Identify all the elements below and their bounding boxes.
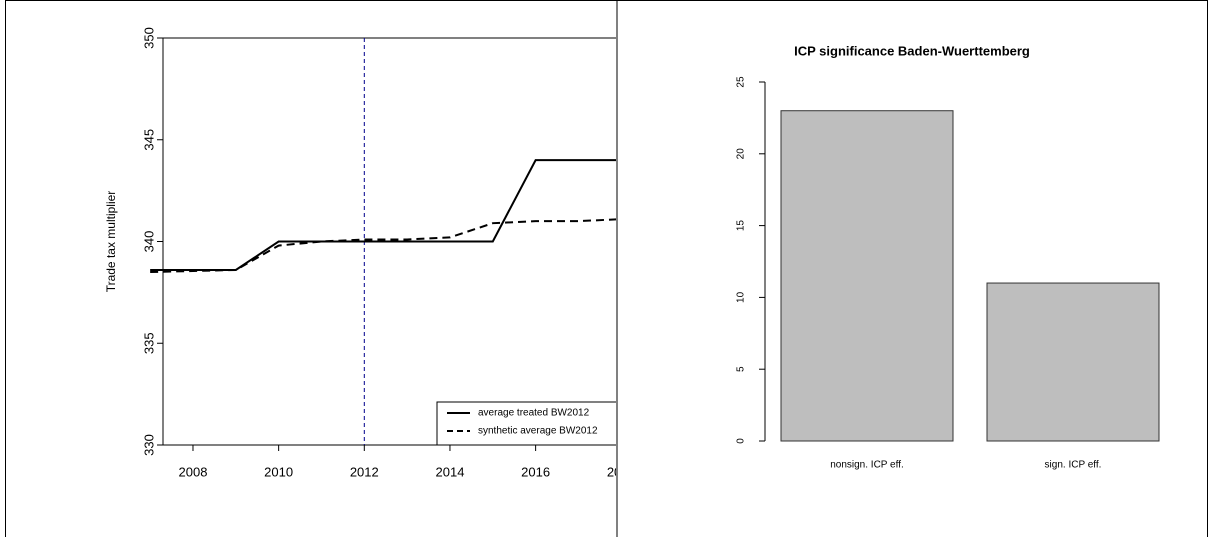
x-tick-label: sign. ICP eff. [1045, 460, 1102, 471]
y-tick-label: 5 [736, 366, 747, 372]
y-axis-label: Trade tax multiplier [104, 191, 118, 293]
frame [5, 0, 1208, 537]
x-tick-label: nonsign. ICP eff. [830, 460, 904, 471]
legend-box [436, 401, 616, 446]
x-tick-label: 2016 [521, 464, 550, 479]
y-tick-label: 15 [736, 220, 747, 232]
y-tick-label: 0 [736, 438, 747, 444]
y-tick-label: 10 [736, 291, 747, 303]
y-tick-label: 330 [141, 434, 156, 456]
y-tick-label: 340 [141, 231, 156, 253]
legend-label: average treated BW2012 [478, 408, 590, 419]
left-panel: 330 335 340 345 350 2008 2010 2012 2014 2016 2018 T… [104, 27, 636, 479]
x-tick-label: 2008 [179, 464, 208, 479]
series-line [150, 159, 616, 271]
y-tick-label: 25 [736, 76, 747, 88]
right-panel: ICP significance Baden-Wuerttemberg 0 5 10 1… [736, 43, 1160, 471]
y-tick-label: 20 [736, 148, 747, 160]
x-tick-label: 2018 [607, 464, 636, 479]
y-tick-label: 345 [141, 129, 156, 151]
y-tick-label: 335 [141, 332, 156, 354]
y-tick-label: 350 [141, 27, 156, 49]
x-tick-label: 2014 [436, 464, 465, 479]
series-line [150, 218, 616, 274]
bar [780, 110, 954, 442]
legend-label: synthetic average BW2012 [478, 426, 598, 437]
chart-title: ICP significance Baden-Wuerttemberg [794, 43, 1030, 58]
x-tick-label: 2012 [350, 464, 379, 479]
x-tick-label: 2010 [264, 464, 293, 479]
bar [986, 282, 1160, 442]
